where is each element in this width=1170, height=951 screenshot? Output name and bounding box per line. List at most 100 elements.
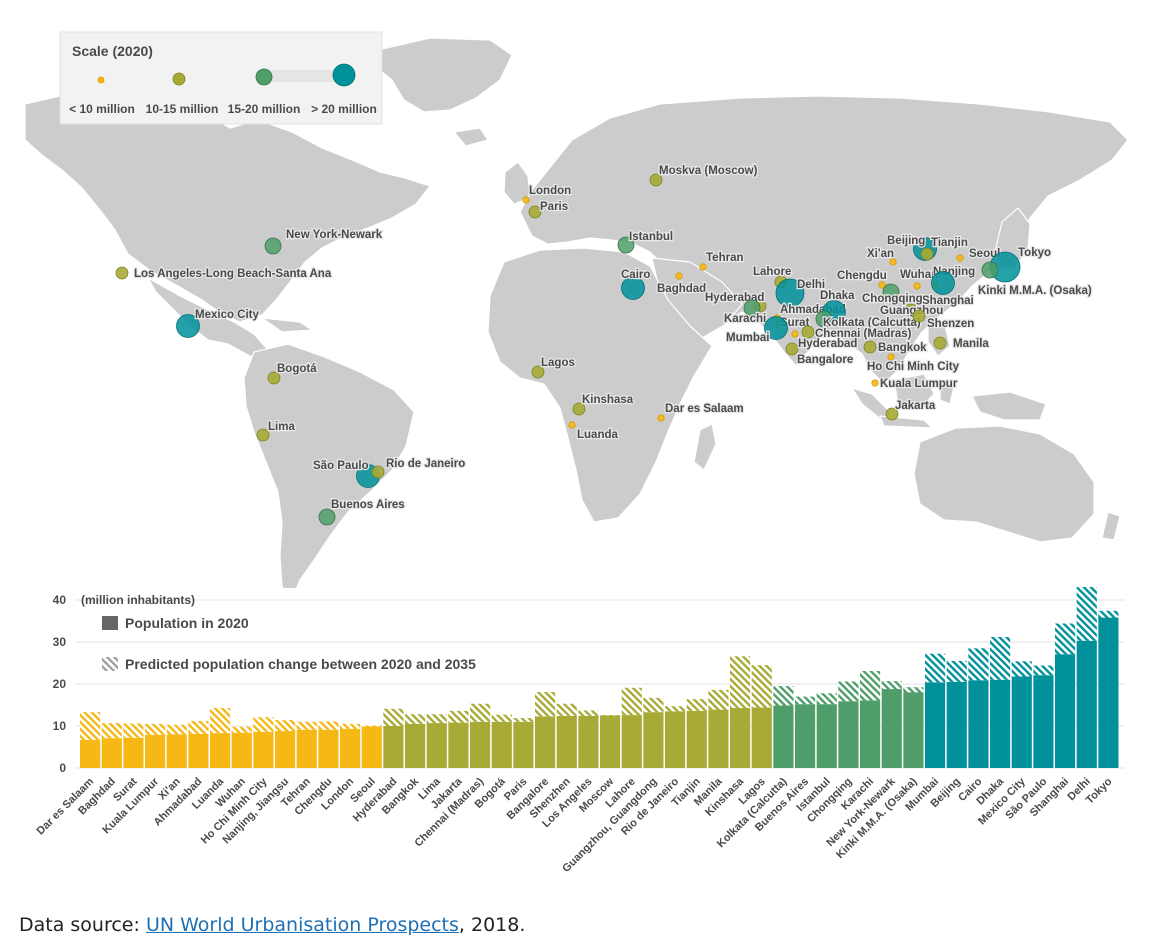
city-label-delhi: Delhi <box>797 279 825 291</box>
iceland-land <box>453 127 489 147</box>
bar-change-bangkok <box>405 714 426 724</box>
city-label-bogot: Bogotá <box>277 363 317 375</box>
city-dot-cairo <box>621 276 645 300</box>
city-label-kolkata-calcutta: Kolkata (Calcutta) <box>823 317 921 329</box>
city-dot-rio-de-janeiro <box>371 465 385 479</box>
city-dot-kolkata-calcutta <box>815 310 833 328</box>
city-dot-bangalore <box>785 342 799 356</box>
bar-change-kinshasa <box>730 656 751 708</box>
y-tick-40: 40 <box>53 593 67 607</box>
bar-change-los-angeles <box>578 710 599 716</box>
city-label-chongqing: Chongqing <box>862 293 923 305</box>
south-america-land <box>243 343 415 605</box>
city-dot-lagos <box>531 365 545 379</box>
bar-2020-ho-chi-minh-city <box>253 731 274 768</box>
source-prefix: Data source: <box>19 914 146 936</box>
bar-2020-mumbai <box>925 682 946 768</box>
bar-change-shanghai <box>1055 623 1076 655</box>
bar-change-london <box>340 723 361 729</box>
city-label-kuala-lumpur: Kuala Lumpur <box>880 378 958 390</box>
bar-2020-paris <box>513 721 534 768</box>
bar-change-tianjin <box>686 699 707 711</box>
city-dot-bogot <box>267 371 281 385</box>
bar-2020-rio-de-janeiro <box>665 711 686 768</box>
bar-2020-bangalore <box>535 716 556 768</box>
city-dot-shenzen <box>912 309 926 323</box>
city-label-dhaka: Dhaka <box>820 290 855 302</box>
city-label-s-o-paulo: São Paulo <box>313 460 369 472</box>
city-label-kinki-m-m-a-osaka: Kinki M.M.A. (Osaka) <box>978 285 1092 297</box>
bar-change-chongqing <box>838 681 859 702</box>
city-label-paris: Paris <box>540 201 568 213</box>
city-label-beijing: Beijing <box>887 235 925 247</box>
city-dot-lima <box>256 428 270 442</box>
bar-2020-kolkata-calcutta <box>773 705 794 768</box>
bar-change-lahore <box>621 687 642 716</box>
city-dot-istanbul <box>617 236 635 254</box>
city-label-karachi: Karachi <box>724 313 766 325</box>
city-dot-chennai-madras <box>801 325 815 339</box>
city-dot-london <box>522 196 530 204</box>
bar-2020-tianjin <box>686 710 707 768</box>
city-label-chengdu: Chengdu <box>837 270 887 282</box>
city-label-wuhan: Wuhan <box>900 269 938 281</box>
city-label-ho-chi-minh-city: Ho Chi Minh City <box>867 361 960 373</box>
bar-2020-bogot <box>491 721 512 768</box>
legend-label-change: Predicted population change between 2020… <box>125 656 476 672</box>
bar-change-chennai-madras <box>470 703 491 722</box>
city-dot-mumbai <box>764 316 788 340</box>
city-label-moskva-moscow: Moskva (Moscow) <box>659 165 758 177</box>
bar-2020-xi-an <box>166 734 187 768</box>
y-tick-20: 20 <box>53 677 67 691</box>
bar-change-chengdu <box>318 721 339 730</box>
bar-2020-surat <box>123 737 144 768</box>
bar-2020-lima <box>426 723 447 768</box>
city-dot-chongqing <box>882 283 900 301</box>
city-label-hyderabad: Hyderabad <box>798 338 857 350</box>
bar-2020-wuhan <box>231 732 252 768</box>
bar-change-hyderabad <box>383 708 404 726</box>
bar-2020-shanghai <box>1055 654 1076 768</box>
data-source-note: Data source: UN World Urbanisation Prosp… <box>19 914 525 936</box>
bar-2020-s-o-paulo <box>1033 675 1054 768</box>
city-label-los-angeles-long-beach-santa-ana: Los Angeles-Long Beach-Santa Ana <box>134 268 332 280</box>
bar-2020-dar-es-salaam <box>80 739 101 768</box>
city-dot-kuala-lumpur <box>871 379 879 387</box>
city-label-tehran: Tehran <box>706 252 744 264</box>
city-label-new-york-newark: New York-Newark <box>286 229 383 241</box>
bar-2020-bangkok <box>405 723 426 768</box>
scale-label-lt10: < 10 million <box>69 102 135 116</box>
bar-2020-seoul <box>361 726 382 768</box>
source-suffix: , 2018. <box>458 914 526 936</box>
city-label-lahore: Lahore <box>753 266 791 278</box>
bar-change-bangalore <box>535 691 556 717</box>
city-dot-karachi <box>743 299 761 317</box>
bar-2020-chennai-madras <box>470 721 491 768</box>
bar-change-beijing <box>946 660 967 682</box>
city-dot-jakarta <box>885 407 899 421</box>
chart-bars <box>80 586 1119 768</box>
bar-2020-chengdu <box>318 729 339 768</box>
city-dot-los-angeles-long-beach-santa-ana <box>115 266 129 280</box>
bar-2020-new-york-newark <box>881 689 902 768</box>
city-label-chennai-madras: Chennai (Madras) <box>815 328 912 340</box>
city-dot-new-york-newark <box>264 237 282 255</box>
africa-land <box>487 247 713 523</box>
madagascar-land <box>693 423 717 471</box>
bar-2020-ahmadabad <box>188 733 209 768</box>
city-dot-chengdu <box>878 281 886 289</box>
city-dot-manila <box>933 336 947 350</box>
city-dot-moskva-moscow <box>649 173 663 187</box>
city-dot-tehran <box>699 263 707 271</box>
legend-swatch-2020 <box>102 616 118 630</box>
north-america-land <box>24 91 431 323</box>
scale-dot-xlarge <box>332 63 356 87</box>
source-link[interactable]: UN World Urbanisation Prospects <box>145 914 459 936</box>
city-label-jakarta: Jakarta <box>895 400 936 412</box>
scale-legend-title: Scale (2020) <box>72 43 153 59</box>
new-zealand-land <box>1101 511 1121 541</box>
city-label-tianjin: Tianjin <box>931 237 968 249</box>
scale-label-15-20: 15-20 million <box>228 102 301 116</box>
city-dot-baghdad <box>675 272 683 280</box>
